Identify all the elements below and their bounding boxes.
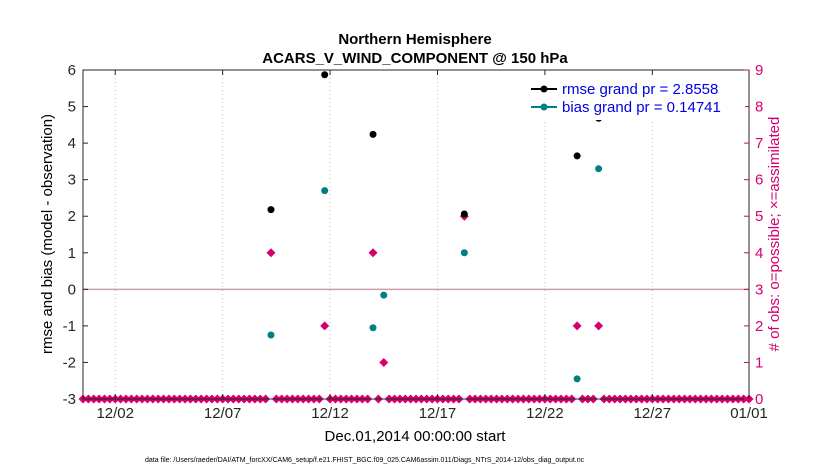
y2-tick-label: 7 bbox=[755, 135, 763, 152]
x-tick-label: 12/22 bbox=[526, 405, 564, 422]
obs-count-point bbox=[368, 248, 378, 258]
y2-tick-label: 8 bbox=[755, 99, 763, 116]
rmse-point bbox=[369, 130, 377, 138]
obs-count-point bbox=[320, 321, 330, 331]
y-tick-label: 0 bbox=[68, 281, 76, 298]
legend-box bbox=[529, 77, 745, 120]
legend-label-rmse: rmse grand pr = 2.8558 bbox=[562, 81, 718, 98]
rmse-point bbox=[321, 71, 329, 79]
grid-lines bbox=[114, 70, 653, 399]
y-tick-label: 2 bbox=[68, 208, 76, 225]
y2-tick-label: 1 bbox=[755, 354, 763, 371]
x-tick-label: 01/01 bbox=[730, 405, 768, 422]
x-tick-label: 12/07 bbox=[204, 405, 242, 422]
footnote: data file: /Users/raeder/DAI/ATM_forcXX/… bbox=[145, 457, 585, 464]
legend-label-bias: bias grand pr = 0.14741 bbox=[562, 99, 721, 116]
rmse-point bbox=[460, 210, 468, 218]
bias-point bbox=[369, 324, 377, 332]
rmse-point bbox=[573, 152, 581, 160]
y2-tick-label: 6 bbox=[755, 172, 763, 189]
y-tick-label: 4 bbox=[68, 135, 76, 152]
obs-count-point bbox=[594, 321, 604, 331]
chart-subtitle: ACARS_V_WIND_COMPONENT @ 150 hPa bbox=[262, 50, 568, 67]
y2-tick-label: 9 bbox=[755, 62, 763, 79]
x-tick-label: 12/12 bbox=[311, 405, 349, 422]
y-tick-label: 5 bbox=[68, 99, 76, 116]
legend-marker-bias bbox=[540, 103, 548, 111]
x-axis-label: Dec.01,2014 00:00:00 start bbox=[325, 428, 507, 445]
y2-axis-label: # of obs: o=possible; ×=assimilated bbox=[766, 117, 783, 352]
y-tick-label: 1 bbox=[68, 245, 76, 262]
y2-tick-label: 4 bbox=[755, 245, 763, 262]
y-tick-label: 6 bbox=[68, 62, 76, 79]
y2-tick-label: 0 bbox=[755, 391, 763, 408]
x-tick-label: 12/02 bbox=[96, 405, 134, 422]
plot-frame bbox=[82, 69, 750, 400]
y2-tick-label: 3 bbox=[755, 281, 763, 298]
plot-area bbox=[83, 70, 749, 399]
bias-point bbox=[321, 187, 329, 195]
bias-point bbox=[267, 331, 275, 339]
x-axis: 12/02 12/07 12/12 12/17 12/22 12/27 01/01 bbox=[96, 70, 768, 422]
y-axis-right: 0 1 2 3 4 5 6 7 8 9 bbox=[744, 62, 763, 408]
bias-point bbox=[573, 375, 581, 383]
y-tick-label: -1 bbox=[63, 318, 76, 335]
rmse-point bbox=[267, 206, 275, 214]
y-tick-label: -3 bbox=[63, 391, 76, 408]
legend-marker-rmse bbox=[540, 85, 548, 93]
y2-tick-label: 5 bbox=[755, 208, 763, 225]
legend: rmse grand pr = 2.8558 bias grand pr = 0… bbox=[529, 77, 745, 120]
chart-title: Northern Hemisphere bbox=[338, 31, 491, 48]
obs-count-point bbox=[379, 357, 389, 367]
x-tick-label: 12/27 bbox=[634, 405, 672, 422]
x-tick-label: 12/17 bbox=[419, 405, 457, 422]
bias-point bbox=[595, 165, 603, 173]
bias-point bbox=[460, 249, 468, 257]
y-axis-left: -3 -2 -1 0 1 2 3 4 5 6 bbox=[63, 62, 88, 408]
bias-point bbox=[380, 291, 388, 299]
y2-tick-label: 2 bbox=[755, 318, 763, 335]
y-tick-label: -2 bbox=[63, 354, 76, 371]
y-axis-label: rmse and bias (model - observation) bbox=[39, 114, 56, 354]
obs-count-point bbox=[572, 321, 582, 331]
obs-count-point bbox=[266, 248, 276, 258]
y-tick-label: 3 bbox=[68, 172, 76, 189]
